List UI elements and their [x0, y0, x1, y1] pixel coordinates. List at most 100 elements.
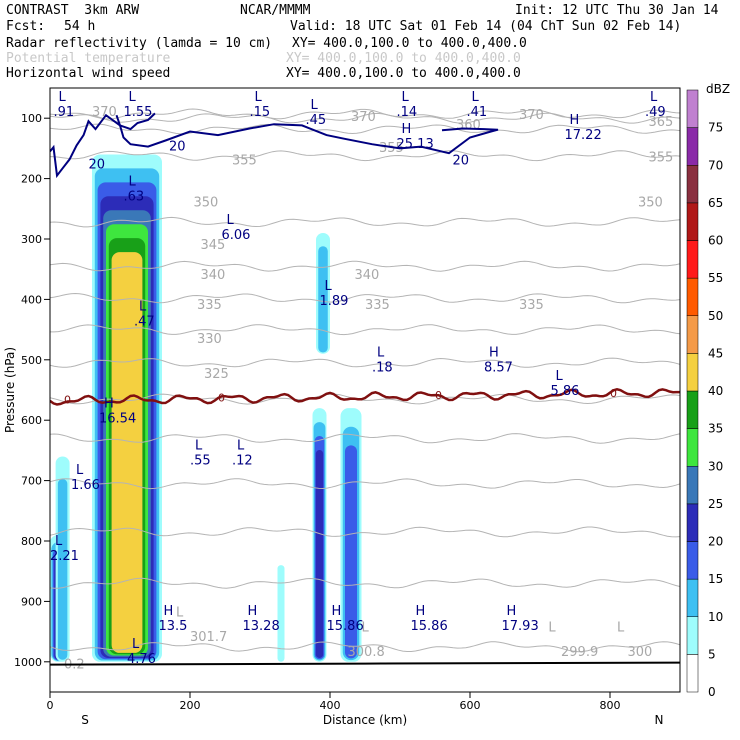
- theta-label-12: 355: [649, 150, 674, 165]
- wind-extremum-value-4: .14: [397, 105, 418, 120]
- wind-extremum-type-25: H: [507, 604, 517, 619]
- forecast-hours: 54 h: [64, 19, 96, 34]
- wind-extremum-type-4: L: [402, 90, 410, 105]
- zero-line-label-1: 0: [218, 392, 225, 405]
- wind-extremum-value-20: 2.21: [50, 549, 79, 564]
- theta-contour-355: [50, 150, 680, 162]
- theta-label-1: 350: [638, 196, 663, 211]
- y-tick-label-300: 300: [21, 233, 42, 246]
- theta-contour-320: [50, 433, 680, 444]
- colorbar-label-75: 75: [708, 121, 723, 135]
- colorbar-swatch-40: [686, 353, 699, 392]
- wind-extremum-type-9: L: [129, 175, 137, 190]
- y-tick-label-200: 200: [21, 173, 42, 186]
- wind-extremum-type-5: L: [472, 90, 480, 105]
- x-axis-label: Distance (km): [323, 713, 407, 727]
- reflectivity-cell-5-level-20: [315, 449, 324, 658]
- wind-extremum-value-23: 15.86: [327, 619, 364, 634]
- theta-contour-325: [50, 393, 680, 405]
- field-name-theta: Potential temperature: [6, 51, 171, 66]
- y-tick-label-900: 900: [21, 595, 42, 608]
- y-tick-label-500: 500: [21, 354, 42, 367]
- theta-contour-335: [50, 324, 680, 336]
- wind-extremum-type-7: H: [402, 122, 412, 137]
- zero-degree-line: [50, 388, 680, 406]
- wind-extremum-value-3: .45: [306, 113, 327, 128]
- y-tick-label-600: 600: [21, 414, 42, 427]
- x-tick-label-400: 400: [320, 699, 341, 712]
- theta-label-13: 360: [456, 118, 481, 133]
- wind-extremum-type-26: L: [132, 637, 140, 652]
- colorbar-label-35: 35: [708, 422, 723, 436]
- theta-label-18: 301.7: [190, 630, 227, 645]
- wind-extremum-type-13: L: [377, 346, 385, 361]
- colorbar-label-45: 45: [708, 346, 723, 360]
- wind-extremum-value-6: .49: [645, 105, 666, 120]
- theta-label-0: 350: [194, 196, 219, 211]
- surface-line: [49, 661, 681, 666]
- colorbar-label-50: 50: [708, 309, 723, 323]
- zero-line-label-0: 0: [64, 394, 71, 407]
- theta-label-17: 370: [92, 105, 117, 120]
- theta-label-5: 335: [197, 298, 222, 313]
- theta-contour-350: [50, 216, 680, 228]
- wind-extremum-type-18: L: [237, 439, 245, 454]
- wind-extremum-type-1: L: [129, 90, 137, 105]
- colorbar-label-0: 0: [708, 685, 716, 699]
- theta-label-19: 300.8: [348, 645, 385, 660]
- colorbar-swatch-15: [686, 541, 699, 580]
- colorbar-label-40: 40: [708, 384, 723, 398]
- wind-extremum-value-9: .63: [124, 190, 145, 205]
- colorbar-swatch-0: [686, 654, 699, 693]
- x-tick-label-800: 800: [600, 699, 621, 712]
- colorbar-swatch-5: [686, 616, 699, 655]
- wind-extremum-value-15: 5.86: [551, 384, 580, 399]
- reflectivity-layer: [50, 154, 362, 662]
- x-end-label-right: N: [655, 713, 664, 727]
- reflectivity-cell-6-level-15: [344, 445, 358, 659]
- y-tick-label-1000: 1000: [14, 656, 42, 669]
- wind-extremum-value-7: 25.13: [397, 137, 434, 152]
- y-tick-label-100: 100: [21, 112, 42, 125]
- colorbar-label-30: 30: [708, 459, 723, 473]
- colorbar-swatch-65: [686, 165, 699, 204]
- theta-contour-345: [50, 260, 680, 272]
- theta-contour-315: [50, 478, 680, 490]
- colorbar-unit: dBZ: [706, 82, 730, 96]
- wind-contour-label-0: 20: [89, 158, 106, 173]
- wind-extremum-value-14: 8.57: [484, 361, 513, 376]
- wind-extremum-value-5: .41: [467, 105, 488, 120]
- y-tick-label-400: 400: [21, 293, 42, 306]
- wind-extremum-value-1: 1.55: [124, 105, 153, 120]
- wind-extremum-value-26: 4.76: [127, 652, 156, 667]
- colorbar-label-5: 5: [708, 647, 716, 661]
- theta-contour-305: [50, 577, 680, 589]
- wind-extremum-type-19: L: [76, 463, 84, 478]
- colorbar-swatch-30: [686, 428, 699, 467]
- theta-label-9: 325: [204, 367, 229, 382]
- zero-line-label-2: 0: [435, 389, 442, 402]
- wind-extremum-type-8: H: [570, 113, 580, 128]
- wind-extremum-value-10: 6.06: [222, 228, 251, 243]
- x-tick-label-0: 0: [47, 699, 54, 712]
- theta-label-3: 340: [201, 268, 226, 283]
- theta-contour-310: [50, 526, 680, 538]
- reflectivity-cell-4-level-10: [318, 246, 328, 353]
- colorbar-swatch-35: [686, 390, 699, 429]
- theta-label-4: 340: [355, 268, 380, 283]
- colorbar-label-10: 10: [708, 610, 723, 624]
- reflectivity-cell-3-level-5: [277, 565, 285, 662]
- wind-extremum-type-22: H: [248, 604, 258, 619]
- colorbar-swatch-25: [686, 466, 699, 505]
- theta-contours: 350 350 345 340 340 335 335 335 330 325 355 355 355 3…: [50, 105, 680, 673]
- wind-extremum-value-8: 17.22: [565, 128, 602, 143]
- wind-extremum-value-19: 1.66: [71, 478, 100, 493]
- field-name-wind: Horizontal wind speed: [6, 66, 171, 81]
- zero-line-label-3: 0: [610, 387, 617, 400]
- field-xy-reflectivity: XY= 400.0,100.0 to 400.0,400.0: [292, 36, 527, 51]
- wind-extremum-type-16: H: [104, 396, 114, 411]
- colorbar-label-60: 60: [708, 234, 723, 248]
- wind-extremum-value-2: .15: [250, 105, 271, 120]
